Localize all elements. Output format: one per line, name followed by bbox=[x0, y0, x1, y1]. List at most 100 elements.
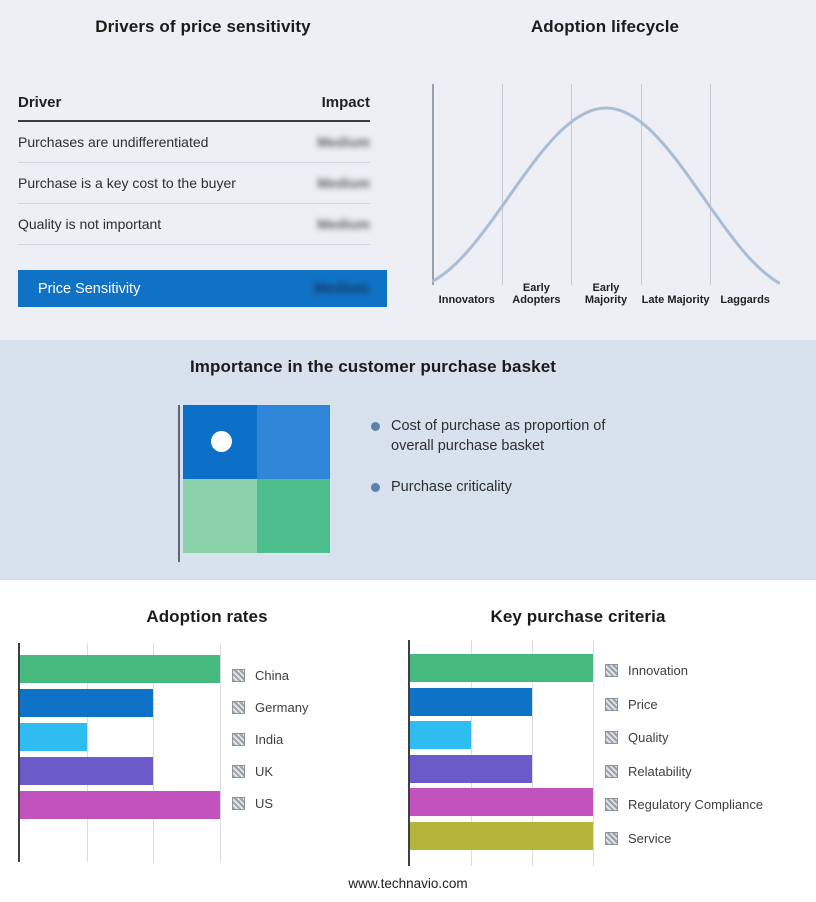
legend-swatch-icon bbox=[605, 664, 618, 678]
bar-china bbox=[20, 655, 220, 683]
lifecycle-stage-label: Innovators bbox=[438, 294, 495, 307]
footer-url: www.technavio.com bbox=[348, 876, 468, 891]
chart-gridline bbox=[471, 640, 472, 866]
bullet-text: Purchase criticality bbox=[391, 479, 512, 496]
bars-container bbox=[20, 655, 220, 819]
adoption-rates-legend: China Germany India UK US bbox=[232, 659, 308, 819]
chart-gridline bbox=[86, 643, 88, 862]
basket-panel-title: Importance in the customer purchase bask… bbox=[189, 357, 557, 376]
legend-swatch-icon bbox=[232, 796, 245, 810]
legend-label: Regulatory Compliance bbox=[628, 797, 764, 813]
adoption-rates-chart bbox=[18, 643, 221, 862]
legend-label: Price bbox=[628, 696, 658, 712]
bars-container bbox=[410, 654, 593, 850]
key-purchase-criteria-legend: Innovation Price Quality Relatability Regula… bbox=[605, 654, 763, 855]
chart-gridline bbox=[532, 640, 533, 866]
key-purchase-criteria-chart bbox=[408, 640, 594, 866]
bullet-item: Purchase criticality bbox=[371, 478, 629, 498]
driver-text: Quality is not important bbox=[18, 216, 162, 232]
drivers-panel-title: Drivers of price sensitivity bbox=[95, 17, 311, 36]
column-header-impact: Impact bbox=[321, 94, 370, 111]
lifecycle-gridline bbox=[640, 84, 642, 285]
legend-label: India bbox=[255, 731, 284, 747]
legend-item: Quality bbox=[605, 721, 763, 755]
legend-item: Innovation bbox=[605, 654, 763, 688]
legend-item: US bbox=[232, 787, 308, 819]
legend-swatch-icon bbox=[605, 697, 618, 711]
legend-label: Innovation bbox=[628, 663, 688, 679]
driver-text: Purchase is a key cost to the buyer bbox=[18, 175, 236, 191]
bar-price bbox=[410, 687, 532, 716]
legend-item: Relatability bbox=[605, 755, 763, 789]
price-sensitivity-summary-bar: Price Sensitivity Medium bbox=[18, 270, 387, 307]
legend-swatch-icon bbox=[605, 764, 618, 778]
bar-germany bbox=[20, 689, 154, 717]
key-purchase-criteria-title: Key purchase criteria bbox=[490, 607, 666, 626]
bar-innovation bbox=[410, 654, 593, 682]
chart-gridline bbox=[153, 643, 155, 862]
impact-value-redacted: Medium bbox=[317, 134, 370, 150]
lifecycle-gridline bbox=[710, 84, 712, 285]
quadrant-cell-bottom-right bbox=[256, 479, 330, 553]
lifecycle-stage-label: Late Majority bbox=[641, 294, 710, 307]
legend-item: China bbox=[232, 659, 308, 691]
purchase-basket-quadrant bbox=[183, 405, 330, 553]
impact-value-redacted: Medium bbox=[317, 216, 370, 232]
adoption-lifecycle-chart bbox=[432, 84, 780, 285]
bell-curve bbox=[432, 106, 780, 285]
lifecycle-stage-labels: Innovators Early Adopters Early Majority La… bbox=[432, 281, 780, 307]
lifecycle-stage-label: Laggards bbox=[720, 294, 770, 307]
bar-service bbox=[410, 821, 593, 850]
lifecycle-gridline bbox=[501, 84, 503, 285]
chart-gridline bbox=[220, 643, 221, 862]
basket-bullet-list: Cost of purchase as proportion of overal… bbox=[371, 417, 629, 498]
legend-swatch-icon bbox=[232, 700, 245, 714]
driver-row: Purchase is a key cost to the buyer Mediu… bbox=[18, 163, 370, 204]
bar-regulatory-compliance bbox=[410, 788, 593, 816]
bullet-text: Cost of purchase as proportion of overal… bbox=[391, 418, 606, 454]
legend-label: UK bbox=[255, 763, 274, 779]
legend-swatch-icon bbox=[605, 731, 618, 745]
legend-swatch-icon bbox=[232, 732, 245, 746]
quadrant-axis-line bbox=[178, 405, 180, 562]
column-header-driver: Driver bbox=[18, 94, 62, 111]
drivers-table-header: Driver Impact bbox=[18, 94, 370, 122]
bar-quality bbox=[410, 721, 471, 749]
chart-gridline bbox=[593, 640, 594, 866]
impact-value-redacted: Medium bbox=[317, 175, 370, 191]
lifecycle-gridline bbox=[571, 84, 573, 285]
adoption-rates-title: Adoption rates bbox=[146, 607, 268, 626]
price-sensitivity-impact-redacted: Medium bbox=[314, 280, 369, 297]
lifecycle-y-axis bbox=[432, 84, 434, 285]
lifecycle-stage-label: Early Adopters bbox=[512, 281, 561, 307]
drivers-table: Driver Impact Purchases are undifferenti… bbox=[18, 94, 370, 245]
quadrant-cell-top-right bbox=[256, 405, 330, 479]
legend-label: China bbox=[255, 667, 289, 683]
legend-item: Germany bbox=[232, 691, 308, 723]
legend-label: Quality bbox=[628, 730, 669, 746]
legend-item: Price bbox=[605, 688, 763, 722]
quadrant-marker-dot bbox=[211, 431, 232, 452]
middle-background-band bbox=[0, 340, 816, 580]
bullet-dot-icon bbox=[371, 483, 380, 493]
driver-row: Purchases are undifferentiated Medium bbox=[18, 122, 370, 163]
legend-item: Regulatory Compliance bbox=[605, 788, 763, 822]
bullet-dot-icon bbox=[371, 422, 380, 431]
drivers-table-body: Purchases are undifferentiated Medium Purc… bbox=[18, 122, 370, 245]
legend-swatch-icon bbox=[605, 831, 618, 845]
driver-text: Purchases are undifferentiated bbox=[18, 134, 209, 150]
legend-item: UK bbox=[232, 755, 308, 787]
legend-label: US bbox=[255, 795, 274, 811]
legend-label: Relatability bbox=[628, 763, 692, 779]
bar-relatability bbox=[410, 754, 532, 783]
bar-india bbox=[20, 723, 87, 751]
bar-uk bbox=[20, 757, 154, 785]
legend-label: Germany bbox=[255, 699, 309, 715]
bar-us bbox=[20, 791, 220, 819]
legend-label: Service bbox=[628, 830, 672, 846]
bullet-item: Cost of purchase as proportion of overal… bbox=[371, 417, 629, 456]
legend-swatch-icon bbox=[232, 668, 245, 682]
lifecycle-panel-title: Adoption lifecycle bbox=[530, 17, 680, 36]
legend-item: Service bbox=[605, 822, 763, 856]
